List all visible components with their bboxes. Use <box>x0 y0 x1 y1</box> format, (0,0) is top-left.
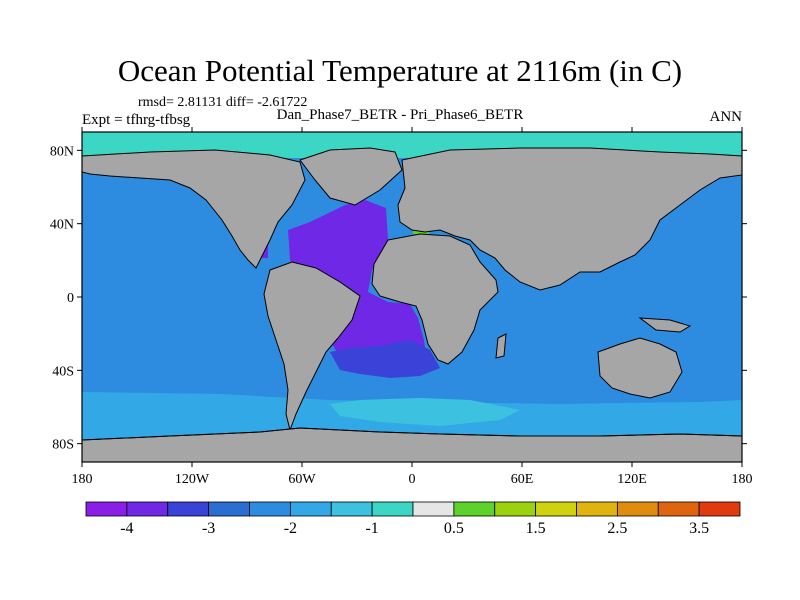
lon-tick-label: 0 <box>409 472 416 487</box>
colorbar-swatch <box>657 501 700 517</box>
map-plot <box>81 131 743 463</box>
colorbar-swatch <box>616 501 659 517</box>
lon-tick-label: 120E <box>617 472 647 487</box>
eurasia <box>397 147 743 291</box>
colorbar-swatch <box>453 501 496 517</box>
longitude-axis: 180 120W 60W 0 60E 120E 180 <box>72 127 753 487</box>
colorbar-swatch <box>330 501 373 517</box>
season-label: ANN <box>709 109 743 125</box>
colorbar-swatch <box>698 501 741 517</box>
colorbar-label: -4 <box>120 520 133 537</box>
colorbar-swatch <box>412 501 455 517</box>
stats-label: rmsd= 2.81131 diff= -2.61722 <box>138 95 308 110</box>
plot-title: Ocean Potential Temperature at 2116m (in… <box>117 53 683 88</box>
subtitle-label: Dan_Phase7_BETR - Pri_Phase6_BETR <box>276 107 524 123</box>
southern-ocean-light <box>330 398 520 426</box>
colorbar-label: -3 <box>202 520 215 537</box>
south-america <box>263 261 361 432</box>
colorbar-swatch <box>208 501 250 517</box>
new-guinea <box>638 317 692 333</box>
colorbar-swatch <box>371 501 414 517</box>
atlantic-anomaly <box>288 200 426 366</box>
colorbar: -4 -3 -2 -1 0.5 1.5 2.5 3.5 <box>85 501 741 537</box>
colorbar-label: 3.5 <box>689 520 709 537</box>
antarctic-coastline <box>81 427 743 441</box>
lat-tick-label: 80S <box>52 438 74 453</box>
lon-tick-label: 180 <box>732 472 753 487</box>
colorbar-label: -1 <box>365 520 378 537</box>
latitude-axis: 80N 40N 0 40S 80S <box>50 144 747 453</box>
colorbar-swatch <box>576 501 618 517</box>
lat-tick-label: 40N <box>50 218 74 233</box>
colorbar-swatch <box>85 501 128 517</box>
colorbar-swatch <box>494 501 537 517</box>
north-america <box>81 149 306 269</box>
colorbar-label: -2 <box>284 520 297 537</box>
colorbar-swatch <box>289 501 332 517</box>
colorbar-label: 0.5 <box>444 520 464 537</box>
land-masses <box>81 147 743 463</box>
lon-tick-label: 120W <box>175 472 210 487</box>
lat-tick-label: 0 <box>67 291 74 306</box>
lon-tick-label: 180 <box>72 472 93 487</box>
lon-tick-label: 60E <box>511 472 534 487</box>
colorbar-swatch <box>126 501 169 517</box>
lat-tick-label: 80N <box>50 144 74 159</box>
colorbar-label: 1.5 <box>526 520 546 537</box>
lat-tick-label: 40S <box>52 364 74 379</box>
colorbar-swatch <box>167 501 210 517</box>
colorbar-label: 2.5 <box>607 520 627 537</box>
lon-tick-label: 60W <box>288 472 316 487</box>
africa <box>371 233 499 365</box>
colorbar-swatch <box>535 501 577 517</box>
greenland <box>299 147 403 206</box>
australia <box>597 337 683 399</box>
experiment-label: Expt = tfhrg-tfbsg <box>82 112 191 128</box>
madagascar <box>495 333 507 359</box>
south-atlantic-anomaly <box>330 340 440 378</box>
colorbar-swatch <box>249 501 291 517</box>
